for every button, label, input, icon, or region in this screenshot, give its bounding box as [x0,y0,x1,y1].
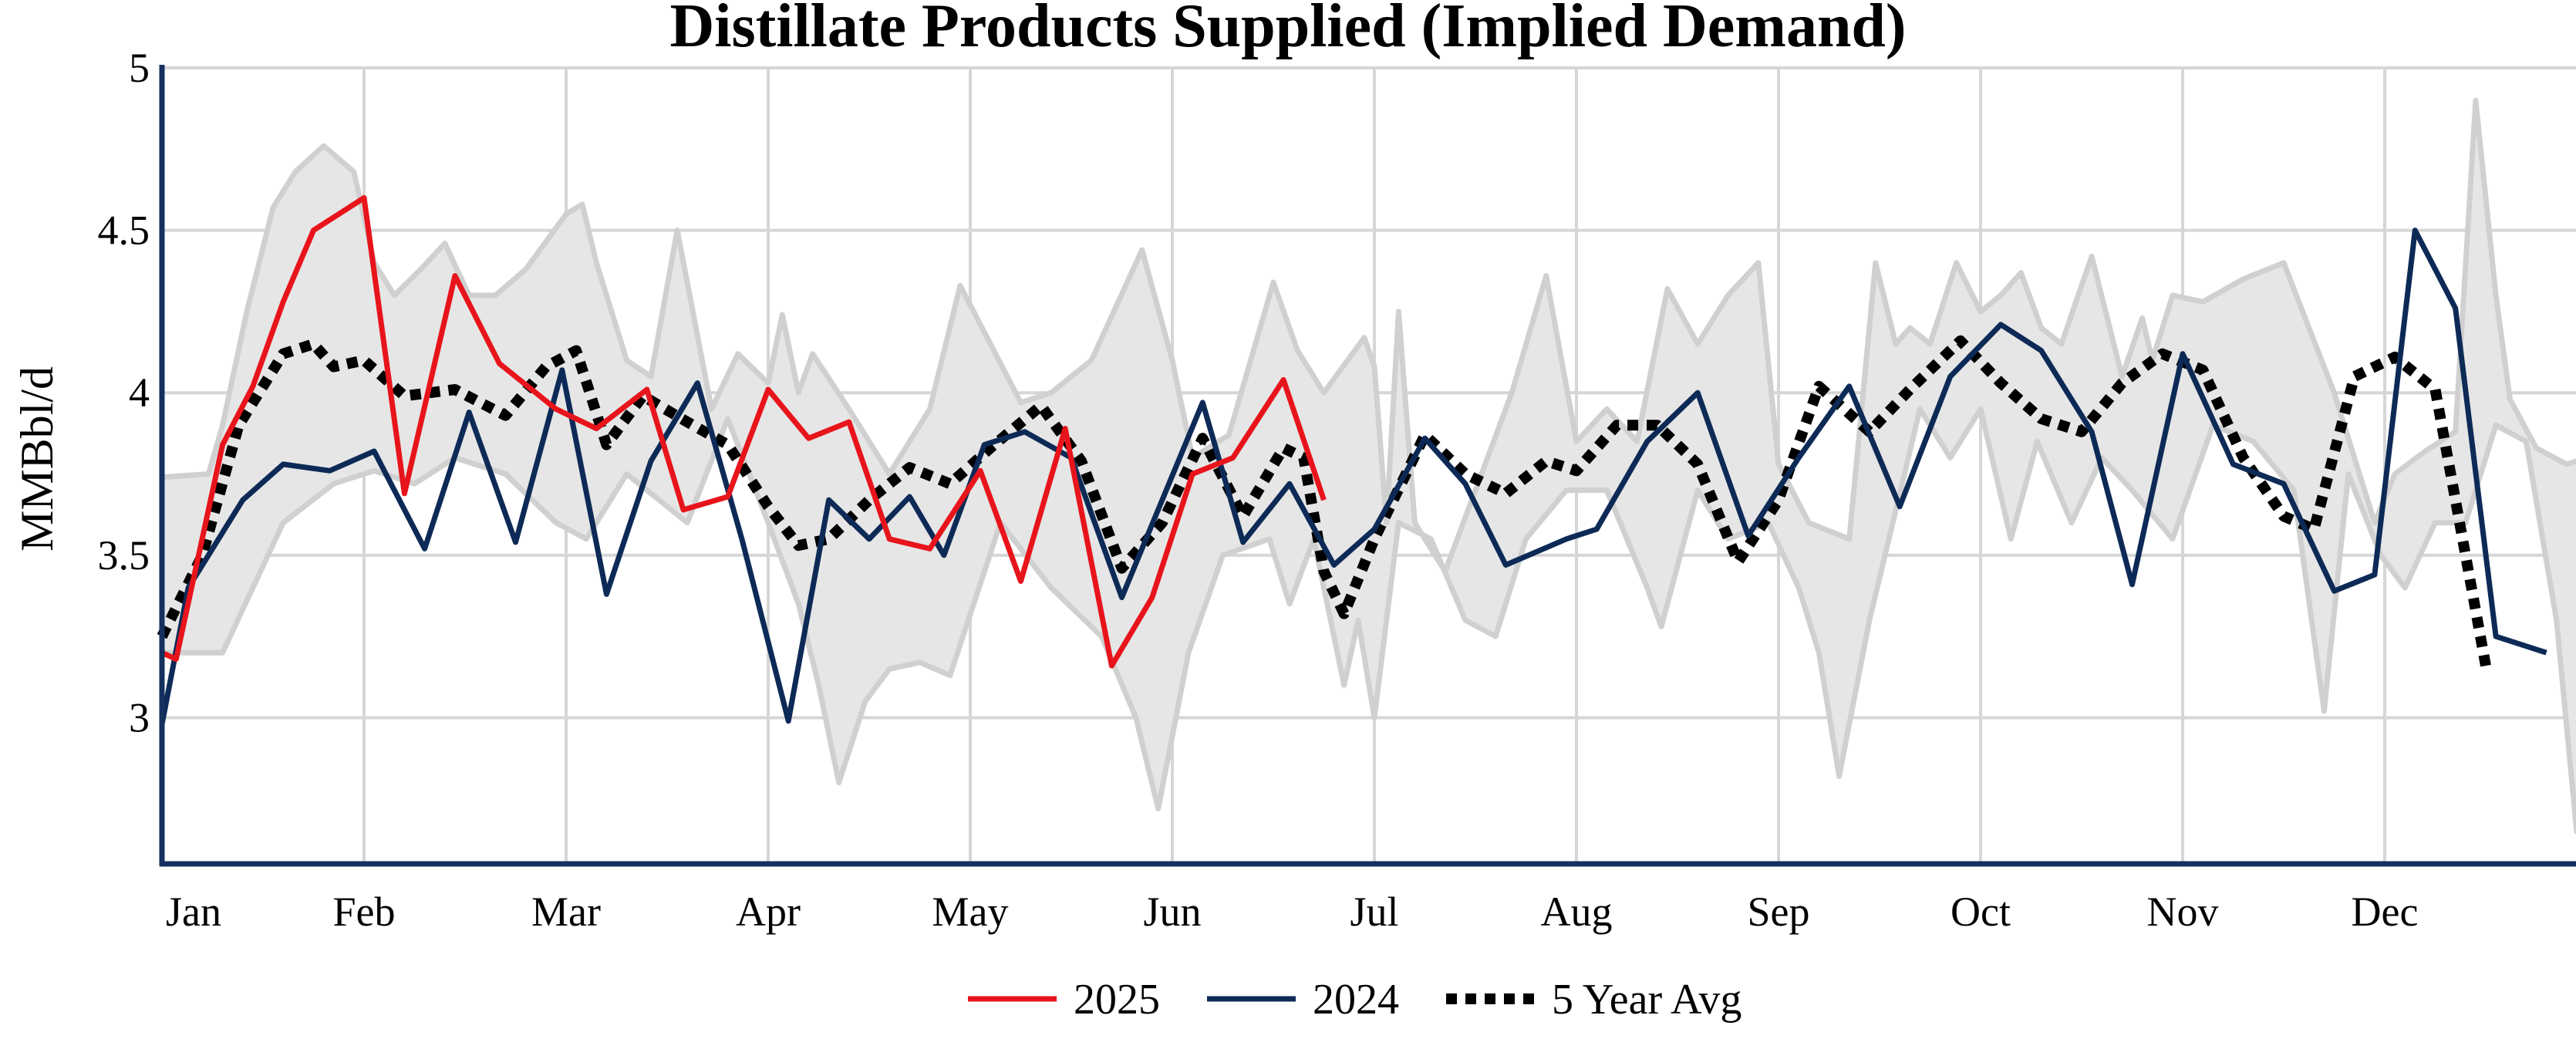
y-axis-label: MMBbl/d [12,366,62,551]
x-tick-label: Aug [1541,889,1613,935]
range-band-area [159,97,2576,835]
legend-label: 5 Year Avg [1552,976,1741,1024]
legend-label: 2025 [1074,976,1160,1024]
x-tick-label: Jun [1143,889,1201,935]
series-line-5-year-avg [157,335,2491,667]
x-tick-label: Mar [531,889,601,935]
range-band [159,97,2576,835]
legend-item-2024: 2024 [1207,976,1399,1024]
series-line-2024 [159,228,2547,725]
x-tick-label: Dec [2352,889,2419,935]
axes [159,65,2576,867]
x-tick-labels: Jan Feb Mar Apr May Jun Jul Aug Sep Oct Nov Dec [166,889,2418,935]
x-tick-label: Oct [1951,889,2011,935]
y-tick-label: 5 [129,45,150,91]
chart-title: Distillate Products Supplied (Implied De… [669,0,1906,60]
series-lines [157,195,2547,725]
x-tick-label: Apr [736,889,801,935]
y-tick-label: 4.5 [98,207,150,254]
y-tick-label: 4 [129,369,150,416]
x-tick-label: Jul [1350,889,1398,935]
x-tick-label: Feb [333,889,396,935]
x-tick-label: Nov [2147,889,2219,935]
legend-label: 2024 [1313,976,1399,1024]
x-tick-label: Sep [1748,889,1810,935]
legend-item-2025: 2025 [968,976,1160,1024]
x-tick-label: May [932,889,1009,935]
y-tick-label: 3 [129,694,150,740]
y-tick-label: 3.5 [98,532,150,578]
legend: 2025 2024 5 Year Avg [968,976,1741,1024]
legend-item-5-year-avg: 5 Year Avg [1446,976,1741,1024]
y-tick-labels: 3 3.5 4 4.5 5 [98,45,150,740]
x-tick-label: Jan [166,889,221,935]
series-line-2025 [160,195,1327,669]
